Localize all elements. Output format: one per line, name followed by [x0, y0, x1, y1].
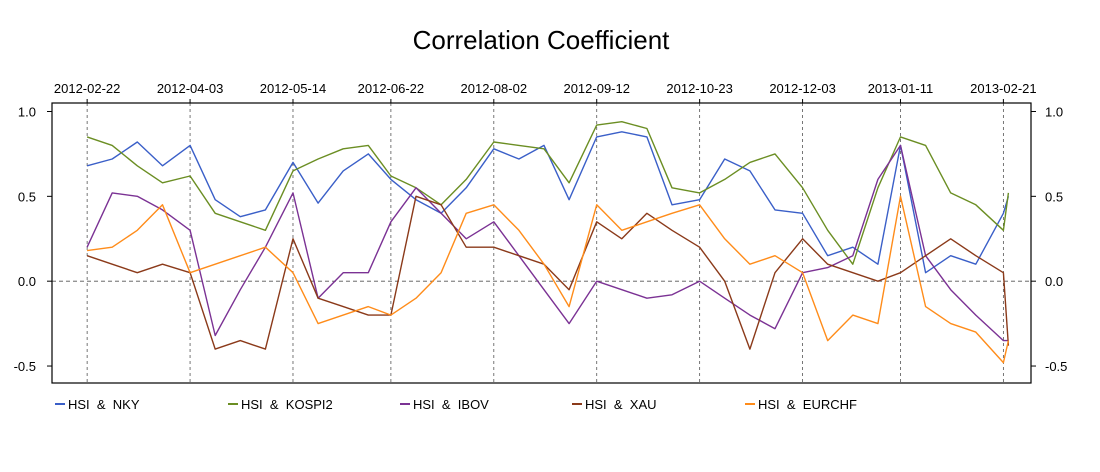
x-tick-label: 2013-01-11 [868, 81, 934, 96]
x-tick-label: 2012-06-22 [358, 81, 425, 96]
y-axis-right: -0.5 0.0 0.5 1.0 [1031, 104, 1067, 374]
y-tick-label-left: -0.5 [14, 359, 36, 374]
legend-label-2: HSI & IBOV [413, 397, 489, 412]
x-tick-label: 2012-12-03 [769, 81, 836, 96]
series-line-2 [86, 144, 1009, 342]
legend-label-1: HSI & KOSPI2 [241, 397, 333, 412]
series-line-1 [86, 120, 1010, 265]
x-axis-ticks: 2012-02-22 2012-04-03 2012-05-14 2012-06-22… [54, 81, 1037, 103]
legend: HSI & NKY HSI & KOSPI2 HSI & IBOV HSI & XAU… [55, 397, 857, 412]
y-tick-label-right: 0.0 [1045, 274, 1063, 289]
x-tick-label: 2013-02-21 [970, 81, 1037, 96]
y-tick-label-right: 0.5 [1045, 189, 1063, 204]
chart-title: Correlation Coefficient [413, 25, 671, 55]
y-tick-label-left: 0.0 [18, 274, 36, 289]
legend-label-4: HSI & EURCHF [758, 397, 857, 412]
series-line-3 [86, 195, 1010, 350]
x-tick-label: 2012-04-03 [157, 81, 224, 96]
y-tick-label-left: 1.0 [18, 104, 36, 119]
series-line-0 [86, 131, 1010, 274]
x-tick-label: 2012-10-23 [666, 81, 733, 96]
y-axis-left: -0.5 0.0 0.5 1.0 [14, 104, 52, 374]
plot-frame [51, 102, 1032, 384]
y-tick-label-right: -0.5 [1045, 359, 1067, 374]
series-layer [86, 120, 1010, 364]
series-line-4 [87, 195, 1010, 364]
x-tick-label: 2012-09-12 [563, 81, 630, 96]
x-tick-label: 2012-05-14 [260, 81, 327, 96]
y-tick-label-right: 1.0 [1045, 104, 1063, 119]
legend-label-0: HSI & NKY [68, 397, 140, 412]
chart-grid [52, 103, 1031, 383]
x-tick-label: 2012-08-02 [461, 81, 528, 96]
x-tick-label: 2012-02-22 [54, 81, 121, 96]
y-tick-label-left: 0.5 [18, 189, 36, 204]
legend-label-3: HSI & XAU [585, 397, 657, 412]
